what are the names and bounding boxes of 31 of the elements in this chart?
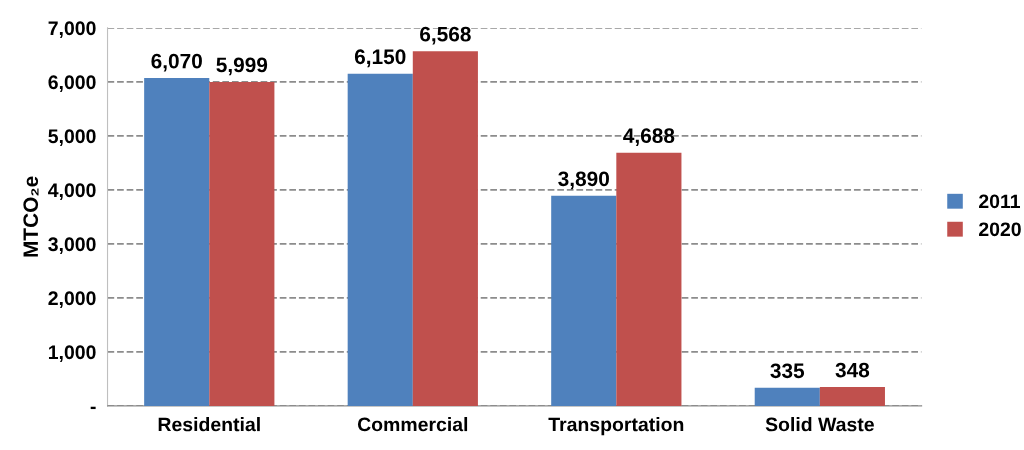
x-tick-label: Commercial bbox=[357, 417, 468, 432]
y-tick-label: 4,000 bbox=[48, 183, 96, 200]
data-label: 6,150 bbox=[354, 49, 406, 68]
data-label: 4,688 bbox=[623, 128, 675, 147]
data-label: 6,568 bbox=[420, 26, 471, 45]
y-axis-title: MTCO₂e bbox=[23, 176, 39, 257]
y-tick-label: 1,000 bbox=[48, 345, 96, 362]
data-label: 348 bbox=[835, 362, 870, 378]
y-tick-label: 6,000 bbox=[48, 75, 96, 92]
legend-label: 2011 bbox=[979, 194, 1020, 209]
bar bbox=[616, 152, 682, 406]
bar bbox=[347, 73, 413, 406]
legend-label: 2020 bbox=[979, 222, 1021, 237]
bar bbox=[551, 195, 617, 406]
data-label: 6,070 bbox=[151, 53, 202, 72]
y-tick-label: 5,000 bbox=[48, 129, 96, 146]
x-tick-label: Solid Waste bbox=[765, 417, 874, 432]
y-tick-label: - bbox=[90, 406, 96, 410]
x-tick-label: Residential bbox=[158, 417, 260, 432]
data-label: 3,890 bbox=[558, 171, 609, 190]
y-tick-label: 3,000 bbox=[48, 237, 96, 254]
bar bbox=[754, 387, 820, 406]
y-tick-label: 7,000 bbox=[48, 21, 96, 38]
bar bbox=[144, 78, 210, 406]
data-label: 335 bbox=[770, 363, 805, 379]
bar bbox=[412, 51, 478, 406]
y-tick-label: 2,000 bbox=[48, 291, 96, 308]
bar bbox=[819, 387, 885, 406]
x-tick-label: Transportation bbox=[548, 417, 684, 436]
bar bbox=[209, 81, 275, 406]
data-label: 5,999 bbox=[216, 57, 268, 76]
